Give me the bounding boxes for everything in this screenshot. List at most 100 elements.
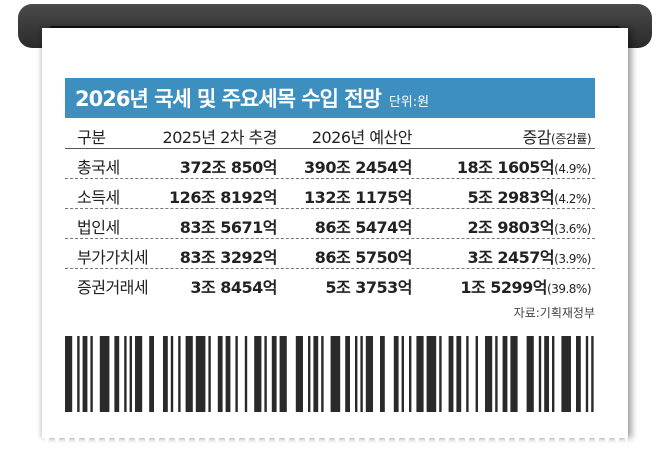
barcode-bar [502, 336, 508, 412]
barcode-bar [225, 336, 231, 412]
col-header-rate: (증감률) [551, 132, 591, 146]
change-cell: 18조 1605억(4.9%) [456, 154, 592, 178]
barcode-bar [409, 336, 412, 412]
table-row: 소득세 126조 8192억 132조 1175억 5조 2983억(4.2%) [65, 178, 595, 209]
change-value: 3조 2457억 [467, 248, 555, 267]
barcode-bar [401, 336, 404, 412]
table-row: 부가가치세 83조 3292억 86조 5750억 3조 2457억(3.9%) [65, 238, 595, 269]
source-note: 자료:기획재정부 [513, 306, 595, 320]
barcode-bar [526, 336, 534, 412]
change-rate: (4.2%) [554, 192, 591, 206]
value-2025: 126조 8192억 [169, 188, 277, 207]
barcode-bar [264, 336, 267, 412]
barcode-bar [552, 336, 555, 412]
barcode-bar [271, 336, 277, 412]
torn-edge-shape [42, 432, 628, 444]
barcode-bar [124, 336, 127, 412]
barcode-bar [178, 336, 181, 412]
change-rate: (39.8%) [547, 282, 591, 296]
value-2025: 3조 8454억 [190, 278, 277, 297]
value-2025: 372조 850억 [179, 158, 278, 177]
barcode-bar [416, 336, 424, 412]
barcode-bar [77, 336, 80, 412]
value-2026: 390조 2454억 [304, 158, 412, 177]
barcode-bar [561, 336, 571, 412]
row-label: 소득세 [77, 188, 120, 207]
barcode-bar [591, 336, 594, 412]
value-2026: 5조 3753억 [325, 278, 412, 297]
barcode-bar [466, 336, 469, 412]
value-2026: 86조 5750억 [314, 248, 413, 267]
barcode-bar [65, 336, 73, 412]
row-label: 부가가치세 [77, 248, 149, 267]
barcode-bar [163, 336, 168, 412]
change-value: 18조 1605억 [456, 158, 555, 177]
barcode-bar [321, 336, 324, 412]
change-cell: 1조 5299억(39.8%) [460, 274, 591, 298]
change-cell: 5조 2983억(4.2%) [467, 184, 591, 208]
barcode-bar [313, 336, 319, 412]
table-title: 2026년 국세 및 주요세목 수입 전망 [75, 87, 382, 111]
col-header: 구분 [77, 128, 106, 147]
change-value: 2조 9803억 [467, 218, 555, 237]
table-row: 증권거래세 3조 8454억 5조 3753억 1조 5299억(39.8%) [65, 268, 595, 298]
barcode-bar [510, 336, 518, 412]
header-row: 구분 2025년 2차 추경 2026년 예산안 증감(증감률) [65, 118, 595, 149]
change-cell: 3조 2457억(3.9%) [467, 244, 591, 268]
barcode-bar [90, 336, 93, 412]
barcode-bar [448, 336, 454, 412]
change-value: 5조 2983억 [467, 188, 555, 207]
barcode-bar [393, 336, 399, 412]
barcode-bar [295, 336, 303, 412]
barcode-bar [360, 336, 363, 412]
barcode-bar [279, 336, 287, 412]
barcode-bar [217, 336, 223, 412]
barcode-bar [456, 336, 462, 412]
barcode [65, 336, 594, 412]
col-header: 증감(증감률) [522, 124, 592, 148]
barcode-bar [355, 336, 358, 412]
table-row: 총국세 372조 850억 390조 2454억 18조 1605억(4.9%) [65, 148, 595, 179]
barcode-bar [114, 336, 120, 412]
barcode-bar [82, 336, 88, 412]
col-header-change: 증감 [522, 128, 552, 147]
value-2025: 83조 3292억 [179, 248, 278, 267]
barcode-bar [149, 336, 154, 412]
barcode-bar [485, 336, 493, 412]
barcode-bar [135, 336, 143, 412]
barcode-bar [185, 336, 193, 412]
barcode-bar [380, 336, 385, 412]
change-value: 1조 5299억 [460, 278, 548, 297]
barcode-bar [308, 336, 311, 412]
change-rate: (4.9%) [554, 162, 591, 176]
barcode-bar [330, 336, 341, 412]
barcode-bar [345, 336, 350, 412]
value-2025: 83조 5671억 [179, 218, 278, 237]
barcode-bar [538, 336, 542, 412]
change-rate: (3.9%) [554, 252, 591, 266]
barcode-bar [576, 336, 581, 412]
barcode-bar [170, 336, 174, 412]
barcode-bar [365, 336, 373, 412]
col-header: 2026년 예산안 [311, 128, 413, 147]
change-cell: 2조 9803억(3.6%) [467, 214, 591, 238]
barcode-bar [195, 336, 206, 412]
table-title-bar: 2026년 국세 및 주요세목 수입 전망 단위:원 [65, 78, 595, 118]
table-row: 법인세 83조 5671억 86조 5474억 2조 9803억(3.6%) [65, 208, 595, 239]
barcode-bar [254, 336, 262, 412]
change-rate: (3.6%) [554, 222, 591, 236]
barcode-bar [235, 336, 238, 412]
barcode-bar [426, 336, 437, 412]
barcode-bar [439, 336, 442, 412]
unit-label: 단위:원 [388, 94, 430, 110]
value-2026: 86조 5474억 [314, 218, 413, 237]
value-2026: 132조 1175억 [304, 188, 412, 207]
barcode-bar [495, 336, 498, 412]
row-label: 증권거래세 [77, 278, 149, 297]
col-header: 2025년 2차 추경 [162, 128, 278, 147]
barcode-bar [129, 336, 132, 412]
barcode-bar [208, 336, 211, 412]
torn-edge [42, 432, 628, 444]
barcode-bar [585, 336, 589, 412]
barcode-bar [244, 336, 248, 412]
